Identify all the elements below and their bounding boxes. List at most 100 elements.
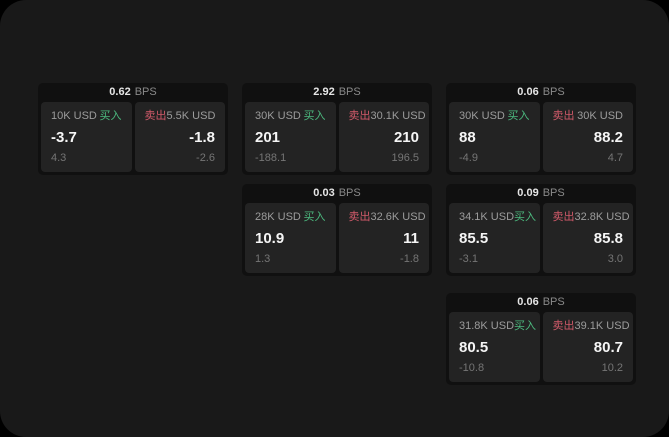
quote-card: 0.06 BPS 31.8K USD 买入 80.5 -10.8 卖出 39.1… xyxy=(446,293,636,385)
bps-value: 0.09 xyxy=(517,187,539,199)
bps-value: 0.06 xyxy=(517,86,539,98)
buy-amount: 10K USD xyxy=(51,110,97,122)
sell-price: 80.7 xyxy=(593,339,623,356)
buy-panel-top-row: 10K USD 买入 xyxy=(51,111,122,122)
bps-unit-label: BPS xyxy=(542,187,565,199)
buy-panel-top-row: 30K USD 买入 xyxy=(459,111,530,122)
sell-quote-panel[interactable]: 卖出 39.1K USD 80.7 10.2 xyxy=(542,312,633,382)
buy-quote-panel[interactable]: 31.8K USD 买入 80.5 -10.8 xyxy=(449,312,540,382)
bps-unit-label: BPS xyxy=(338,187,361,199)
sell-quote-panel[interactable]: 卖出 32.6K USD 11 -1.8 xyxy=(338,203,429,273)
bps-unit-label: BPS xyxy=(542,86,565,98)
bps-unit-label: BPS xyxy=(338,86,361,98)
buy-price: 88 xyxy=(459,129,476,146)
sell-panel-top-row: 卖出 30K USD xyxy=(553,111,624,122)
quote-card: 0.09 BPS 34.1K USD 买入 85.5 -3.1 卖出 32.8K… xyxy=(446,184,636,276)
sell-secondary-value: 10.2 xyxy=(601,362,623,374)
sell-side-badge: 卖出 xyxy=(348,211,371,223)
bps-value: 0.62 xyxy=(109,86,131,98)
quote-card: 0.03 BPS 28K USD 买入 10.9 1.3 卖出 32.6K US… xyxy=(242,184,432,276)
buy-side-badge: 买入 xyxy=(303,211,326,223)
sell-amount: 32.6K USD xyxy=(370,211,426,223)
sell-price: -1.8 xyxy=(189,129,215,146)
sell-price: 11 xyxy=(403,230,419,247)
buy-quote-panel[interactable]: 10K USD 买入 -3.7 4.3 xyxy=(41,102,132,172)
card-body: 31.8K USD 买入 80.5 -10.8 卖出 39.1K USD 80.… xyxy=(446,312,636,382)
buy-amount: 28K USD xyxy=(255,211,301,223)
buy-quote-panel[interactable]: 34.1K USD 买入 85.5 -3.1 xyxy=(449,203,540,273)
buy-price: 10.9 xyxy=(255,230,285,247)
buy-amount: 30K USD xyxy=(255,110,301,122)
sell-panel-top-row: 卖出 39.1K USD xyxy=(552,320,630,332)
card-body: 10K USD 买入 -3.7 4.3 卖出 5.5K USD -1.8 -2.… xyxy=(38,102,228,172)
card-body: 30K USD 买入 201 -188.1 卖出 30.1K USD 210 1… xyxy=(242,102,432,172)
sell-secondary-value: 4.7 xyxy=(607,152,623,164)
sell-secondary-value: -2.6 xyxy=(196,152,215,164)
bps-value: 2.92 xyxy=(313,86,335,98)
buy-secondary-value: -188.1 xyxy=(255,152,287,164)
buy-side-badge: 买入 xyxy=(507,110,530,122)
sell-secondary-value: 3.0 xyxy=(607,253,623,265)
sell-secondary-value: 196.5 xyxy=(391,152,419,164)
sell-side-badge: 卖出 xyxy=(144,110,167,122)
card-header: 0.06 BPS xyxy=(446,293,636,312)
buy-panel-top-row: 28K USD 买入 xyxy=(255,212,326,223)
sell-side-badge: 卖出 xyxy=(552,110,575,122)
buy-price: 80.5 xyxy=(459,339,489,356)
quote-card: 2.92 BPS 30K USD 买入 201 -188.1 卖出 30.1K … xyxy=(242,83,432,175)
sell-amount: 39.1K USD xyxy=(574,320,630,332)
buy-quote-panel[interactable]: 28K USD 买入 10.9 1.3 xyxy=(245,203,336,273)
buy-panel-top-row: 31.8K USD 买入 xyxy=(459,320,536,332)
sell-secondary-value: -1.8 xyxy=(400,253,419,265)
bps-value: 0.06 xyxy=(517,296,539,308)
buy-side-badge: 买入 xyxy=(303,110,326,122)
bps-value: 0.03 xyxy=(313,187,335,199)
buy-panel-top-row: 34.1K USD 买入 xyxy=(459,211,536,223)
sell-amount: 30.1K USD xyxy=(370,110,426,122)
card-header: 0.03 BPS xyxy=(242,184,432,203)
card-header: 0.06 BPS xyxy=(446,83,636,102)
sell-panel-top-row: 卖出 5.5K USD xyxy=(145,111,216,122)
buy-price: 85.5 xyxy=(459,230,489,247)
buy-amount: 34.1K USD xyxy=(459,211,515,223)
buy-price: 201 xyxy=(255,129,281,146)
buy-side-badge: 买入 xyxy=(514,211,537,223)
sell-panel-top-row: 卖出 32.6K USD xyxy=(348,211,426,223)
bps-unit-label: BPS xyxy=(542,296,565,308)
sell-amount: 30K USD xyxy=(577,110,623,122)
sell-side-badge: 卖出 xyxy=(552,320,575,332)
card-header: 0.09 BPS xyxy=(446,184,636,203)
quote-card: 0.62 BPS 10K USD 买入 -3.7 4.3 卖出 5.5K USD… xyxy=(38,83,228,175)
sell-price: 88.2 xyxy=(593,129,623,146)
sell-quote-panel[interactable]: 卖出 5.5K USD -1.8 -2.6 xyxy=(134,102,225,172)
sell-quote-panel[interactable]: 卖出 30.1K USD 210 196.5 xyxy=(338,102,429,172)
buy-amount: 30K USD xyxy=(459,110,505,122)
buy-secondary-value: -3.1 xyxy=(459,253,478,265)
card-header: 2.92 BPS xyxy=(242,83,432,102)
quote-card: 0.06 BPS 30K USD 买入 88 -4.9 卖出 30K USD 8… xyxy=(446,83,636,175)
buy-secondary-value: -4.9 xyxy=(459,152,478,164)
sell-side-badge: 卖出 xyxy=(348,110,371,122)
buy-secondary-value: 4.3 xyxy=(51,152,67,164)
bps-unit-label: BPS xyxy=(134,86,157,98)
buy-secondary-value: -10.8 xyxy=(459,362,485,374)
sell-panel-top-row: 卖出 32.8K USD xyxy=(552,211,630,223)
buy-panel-top-row: 30K USD 买入 xyxy=(255,111,326,122)
sell-side-badge: 卖出 xyxy=(552,211,575,223)
card-body: 28K USD 买入 10.9 1.3 卖出 32.6K USD 11 -1.8 xyxy=(242,203,432,273)
buy-quote-panel[interactable]: 30K USD 买入 201 -188.1 xyxy=(245,102,336,172)
card-header: 0.62 BPS xyxy=(38,83,228,102)
sell-price: 85.8 xyxy=(593,230,623,247)
buy-side-badge: 买入 xyxy=(99,110,122,122)
sell-amount: 5.5K USD xyxy=(166,110,216,122)
card-body: 30K USD 买入 88 -4.9 卖出 30K USD 88.2 4.7 xyxy=(446,102,636,172)
card-body: 34.1K USD 买入 85.5 -3.1 卖出 32.8K USD 85.8… xyxy=(446,203,636,273)
buy-price: -3.7 xyxy=(51,129,77,146)
buy-amount: 31.8K USD xyxy=(459,320,515,332)
sell-quote-panel[interactable]: 卖出 30K USD 88.2 4.7 xyxy=(542,102,633,172)
sell-quote-panel[interactable]: 卖出 32.8K USD 85.8 3.0 xyxy=(542,203,633,273)
sell-price: 210 xyxy=(393,129,419,146)
buy-quote-panel[interactable]: 30K USD 买入 88 -4.9 xyxy=(449,102,540,172)
